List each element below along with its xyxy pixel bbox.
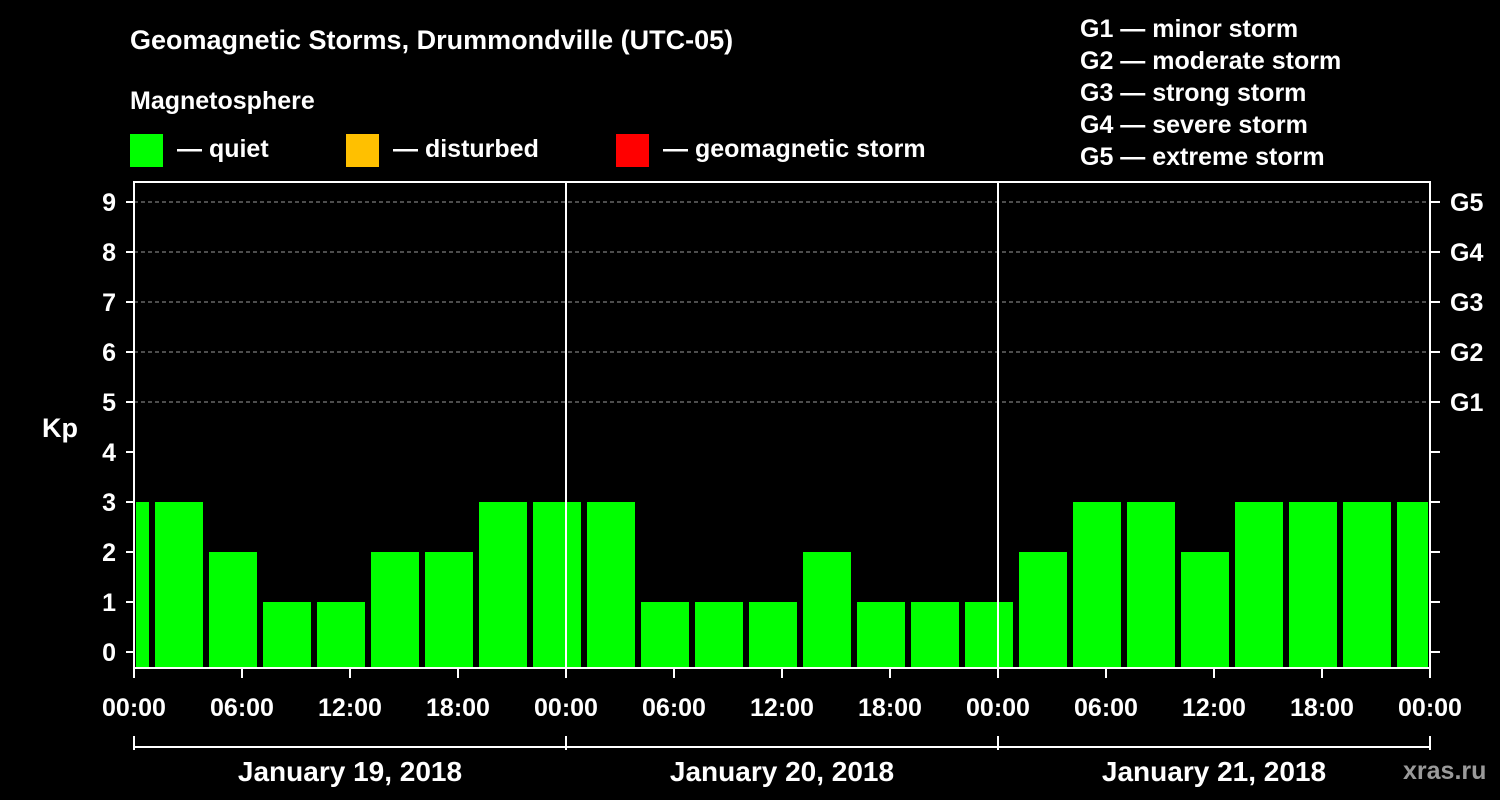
x-tick-label-4: 00:00: [534, 694, 598, 722]
y-tick-label-2: 2: [102, 539, 116, 567]
x-tick-label-12: 00:00: [1398, 694, 1462, 722]
x-tick-label-1: 06:00: [210, 694, 274, 722]
bar-17: [1019, 552, 1067, 668]
storm-scale-item-1: G2 — moderate storm: [1080, 47, 1341, 75]
legend-swatch-2: [616, 134, 649, 167]
bar-19: [1127, 502, 1175, 668]
bar-9: [587, 502, 635, 668]
y-tick-label-1: 1: [102, 589, 116, 617]
right-axis-ticks: G1 G2 G3 G4 G5: [1430, 189, 1483, 653]
right-tick-label-g3: G3: [1450, 289, 1483, 317]
y-tick-label-8: 8: [102, 239, 116, 267]
legend-label-0: — quiet: [177, 135, 269, 163]
bar-23: [1343, 502, 1391, 668]
bar-16: [965, 602, 1013, 668]
right-tick-label-g2: G2: [1450, 339, 1483, 367]
bar-15: [911, 602, 959, 668]
x-tick-label-2: 12:00: [318, 694, 382, 722]
y-tick-label-6: 6: [102, 339, 116, 367]
x-tick-label-10: 12:00: [1182, 694, 1246, 722]
bar-10: [641, 602, 689, 668]
bar-12: [749, 602, 797, 668]
date-label-1: January 20, 2018: [670, 756, 894, 787]
bar-3: [263, 602, 311, 668]
y-axis-label: Kp: [42, 413, 78, 443]
x-tick-label-3: 18:00: [426, 694, 490, 722]
bar-8: [533, 502, 581, 668]
bar-1: [155, 502, 203, 668]
x-tick-label-11: 18:00: [1290, 694, 1354, 722]
x-axis-ticks: 00:00 06:00 12:00 18:00 00:00 06:00 12:00 18:00…: [102, 668, 1462, 722]
x-tick-label-6: 12:00: [750, 694, 814, 722]
date-axis: January 19, 2018 January 20, 2018 January …: [133, 736, 1431, 787]
bars: [136, 502, 1428, 668]
legend: — quiet — disturbed — geomagnetic storm: [130, 134, 926, 167]
legend-swatch-0: [130, 134, 163, 167]
bar-6: [425, 552, 473, 668]
date-label-2: January 21, 2018: [1102, 756, 1326, 787]
bar-7: [479, 502, 527, 668]
y-tick-label-9: 9: [102, 189, 116, 217]
bar-20: [1181, 552, 1229, 668]
watermark: xras.ru: [1403, 757, 1486, 785]
bar-22: [1289, 502, 1337, 668]
y-tick-label-7: 7: [102, 289, 116, 317]
bar-5: [371, 552, 419, 668]
chart-subtitle: Magnetosphere: [130, 87, 315, 115]
storm-scale-legend: G1 — minor storm G2 — moderate storm G3 — …: [1080, 15, 1341, 171]
bar-2: [209, 552, 257, 668]
x-tick-label-5: 06:00: [642, 694, 706, 722]
x-tick-label-7: 18:00: [858, 694, 922, 722]
storm-scale-item-2: G3 — strong storm: [1080, 79, 1306, 107]
bar-24: [1397, 502, 1428, 668]
x-tick-label-9: 06:00: [1074, 694, 1138, 722]
legend-swatch-1: [346, 134, 379, 167]
bar-13: [803, 552, 851, 668]
bar-14: [857, 602, 905, 668]
bar-21: [1235, 502, 1283, 668]
y-tick-label-4: 4: [102, 439, 116, 467]
y-axis-ticks: 0 1 2 3 4 5 6 7 8 9: [102, 189, 134, 667]
right-tick-label-g1: G1: [1450, 389, 1483, 417]
bar-0: [136, 502, 149, 668]
x-tick-label-8: 00:00: [966, 694, 1030, 722]
storm-scale-item-4: G5 — extreme storm: [1080, 143, 1325, 171]
date-label-0: January 19, 2018: [238, 756, 462, 787]
grid-lines: [134, 201, 1430, 403]
right-tick-label-g5: G5: [1450, 189, 1483, 217]
bar-4: [317, 602, 365, 668]
right-tick-label-g4: G4: [1450, 239, 1483, 267]
legend-label-2: — geomagnetic storm: [663, 135, 926, 163]
bar-11: [695, 602, 743, 668]
y-tick-label-3: 3: [102, 489, 116, 517]
x-tick-label-0: 00:00: [102, 694, 166, 722]
storm-scale-item-3: G4 — severe storm: [1080, 111, 1308, 139]
y-tick-label-0: 0: [102, 639, 116, 667]
legend-label-1: — disturbed: [393, 135, 539, 163]
y-tick-label-5: 5: [102, 389, 116, 417]
storm-scale-item-0: G1 — minor storm: [1080, 15, 1298, 43]
bar-18: [1073, 502, 1121, 668]
chart-title: Geomagnetic Storms, Drummondville (UTC-0…: [130, 25, 733, 55]
